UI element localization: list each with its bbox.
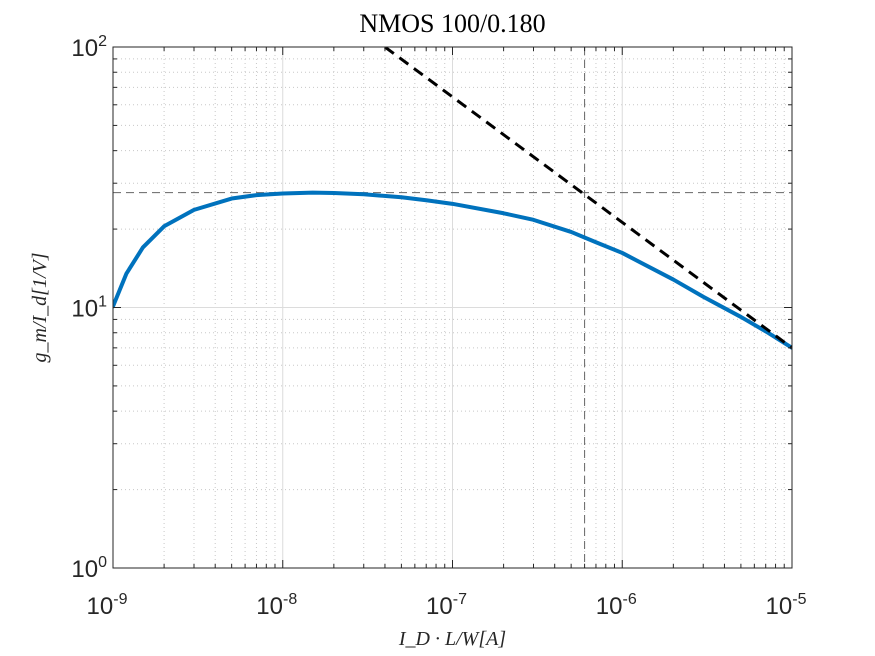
asymptote-line [384,47,792,350]
x-tick-label: 10-9 [87,591,128,620]
y-tick-labels: 100 101 102 [71,33,107,583]
y-tick-label: 100 [71,554,107,583]
x-tick-label: 10-6 [596,591,637,620]
tick-marks [112,46,793,569]
x-axis-label: I_D · L/W[A] [398,628,506,650]
gm-id-curve [113,190,792,350]
y-tick-label: 101 [71,294,107,323]
y-axis-label: g_m/I_d[1/V] [29,253,51,363]
reference-lines [113,47,792,568]
x-tick-label: 10-5 [766,591,807,620]
x-tick-labels: 10-9 10-8 10-7 10-6 10-5 [87,591,807,620]
chart-title: NMOS 100/0.180 [359,9,545,38]
x-tick-label: 10-8 [256,591,297,620]
x-tick-label: 10-7 [426,591,467,620]
y-tick-label: 102 [71,33,107,62]
series-layer [113,47,792,350]
